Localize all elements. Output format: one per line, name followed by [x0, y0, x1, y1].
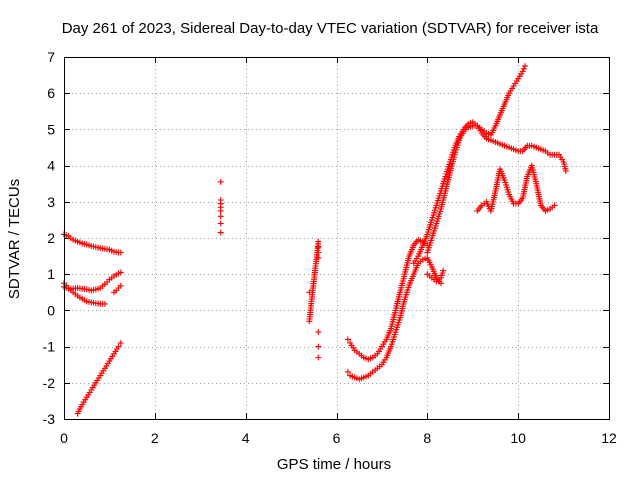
- data-point: [117, 249, 124, 256]
- y-tick-label: 6: [47, 85, 55, 101]
- data-point: [562, 168, 569, 174]
- data-point: [344, 336, 351, 343]
- data-point: [519, 68, 526, 75]
- grid-lines: [64, 57, 609, 419]
- x-axis-label: GPS time / hours: [277, 456, 391, 473]
- data-point: [551, 202, 558, 209]
- data-point: [217, 229, 224, 236]
- y-tick-label: 4: [47, 158, 55, 174]
- data-point: [315, 244, 322, 251]
- plot-frame: [64, 57, 610, 420]
- y-tick-labels: -3 -2 -1 0 1 2 3 4 5 6 7: [43, 49, 56, 427]
- x-tick-label: 10: [510, 430, 526, 446]
- data-point: [117, 269, 124, 276]
- data-point: [115, 343, 122, 350]
- data-point: [438, 280, 444, 287]
- data-point: [315, 354, 322, 361]
- x-tick-label: 6: [333, 430, 341, 446]
- data-point: [217, 220, 224, 227]
- series-a: [61, 231, 124, 256]
- series-j: [424, 63, 528, 256]
- x-tick-label: 12: [601, 430, 617, 446]
- y-tick-label: -2: [43, 375, 56, 391]
- data-point: [315, 249, 322, 256]
- x-tick-label: 4: [242, 430, 250, 446]
- data-point: [217, 207, 224, 214]
- series-d: [111, 282, 124, 296]
- data-point: [315, 238, 322, 245]
- data-point: [217, 178, 224, 185]
- series-k: [410, 119, 569, 267]
- x-tick-labels: 0 2 4 6 8 10 12: [60, 430, 617, 446]
- data-point: [520, 65, 527, 72]
- series-g: [306, 238, 322, 361]
- data-point: [315, 329, 322, 336]
- series-h: [344, 236, 431, 363]
- x-tick-label: 8: [423, 430, 431, 446]
- data-point: [315, 343, 322, 350]
- data-point: [117, 340, 124, 346]
- y-axis-label: SDTVAR / TECUs: [6, 179, 23, 299]
- chart-title: Day 261 of 2023, Sidereal Day-to-day VTE…: [62, 20, 599, 37]
- data-point: [101, 300, 108, 307]
- series-m: [474, 162, 558, 214]
- x-tick-label: 0: [60, 430, 68, 446]
- series-e: [74, 340, 124, 417]
- y-tick-label: 5: [47, 121, 55, 137]
- series-b: [61, 269, 124, 294]
- y-tick-label: 1: [47, 266, 55, 282]
- data-point: [440, 267, 447, 274]
- y-tick-label: -1: [43, 339, 56, 355]
- data-point: [315, 254, 322, 261]
- data-point: [522, 63, 528, 70]
- series-f: [217, 178, 224, 236]
- x-tick-label: 2: [151, 430, 159, 446]
- data-point: [217, 213, 224, 220]
- data-marks: [61, 63, 569, 417]
- series-i: [344, 254, 444, 383]
- series-c: [61, 280, 108, 307]
- y-tick-label: 3: [47, 194, 55, 210]
- y-tick-label: 2: [47, 230, 55, 246]
- data-point: [344, 368, 351, 375]
- series-l: [424, 267, 447, 285]
- y-tick-label: 0: [47, 302, 55, 318]
- y-tick-label: 7: [47, 49, 55, 65]
- data-point: [117, 282, 124, 289]
- y-tick-label: -3: [43, 411, 56, 427]
